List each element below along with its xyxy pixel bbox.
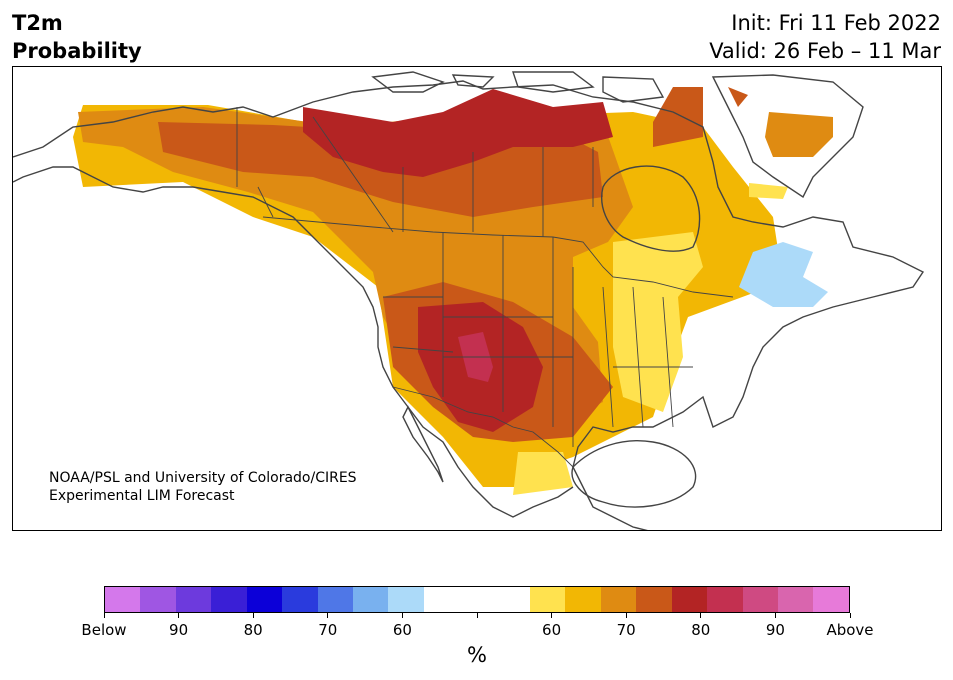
us-states xyxy=(383,232,693,447)
map-panel xyxy=(12,66,942,531)
colorbar-swatch xyxy=(352,587,389,612)
colorbar-tick-label: Below xyxy=(81,621,127,639)
colorbar-unit-label: % xyxy=(467,643,487,667)
colorbar-swatch xyxy=(778,587,814,612)
colorbar-tick xyxy=(551,613,553,618)
colorbar-swatch xyxy=(600,587,637,612)
colorbar-tick-label: 60 xyxy=(542,621,562,639)
colorbar-swatch xyxy=(565,587,601,612)
credit-line-1: NOAA/PSL and University of Colorado/CIRE… xyxy=(49,470,357,486)
colorbar-swatch xyxy=(282,587,318,612)
credit-line-2: Experimental LIM Forecast xyxy=(49,488,235,504)
prob-greenland-65 xyxy=(765,112,833,157)
colorbar-tick xyxy=(476,613,478,618)
colorbar-tick xyxy=(401,613,403,618)
prob-cool-55-region xyxy=(739,242,828,307)
prob-55-labrador xyxy=(749,183,788,199)
credit-text: NOAA/PSL and University of Colorado/CIRE… xyxy=(49,469,357,505)
forecast-dates: Init: Fri 11 Feb 2022 Valid: 26 Feb – 11… xyxy=(709,9,941,65)
us-mexico-border xyxy=(392,386,574,468)
coastline-baja xyxy=(402,405,444,483)
colorbar-swatch xyxy=(636,587,672,612)
colorbar-swatch xyxy=(530,587,566,612)
colorbar-swatch xyxy=(459,587,495,612)
valid-range: Valid: 26 Feb – 11 Mar xyxy=(709,39,941,63)
colorbar-tick xyxy=(849,613,851,618)
colorbar-swatch xyxy=(175,587,212,612)
borders xyxy=(236,107,734,468)
colorbar-swatch xyxy=(423,587,460,612)
colorbar-swatch xyxy=(105,587,141,612)
colorbar-tick xyxy=(252,613,254,618)
colorbar-tick-label: 80 xyxy=(691,621,711,639)
colorbar-swatch xyxy=(671,587,708,612)
prob-80-canada xyxy=(303,89,613,177)
colorbar-swatch xyxy=(494,587,531,612)
prob-greenland-70 xyxy=(653,87,703,147)
colorbar-swatch xyxy=(211,587,247,612)
colorbar-tick-label: 70 xyxy=(616,621,636,639)
colorbar xyxy=(104,586,850,613)
us-canada-border xyxy=(262,216,734,298)
colorbar-tick xyxy=(103,613,105,618)
colorbar-swatch xyxy=(742,587,779,612)
colorbar-tick xyxy=(178,613,180,618)
coastline-gulf-of-mexico xyxy=(571,440,697,508)
colorbar-swatch xyxy=(140,587,176,612)
anomaly-shading xyxy=(73,87,833,495)
title-probability: Probability xyxy=(12,39,142,63)
coastline-north-america xyxy=(13,80,925,530)
coastline-arctic-islands xyxy=(371,71,665,103)
init-date: Init: Fri 11 Feb 2022 xyxy=(731,11,941,35)
colorbar-tick xyxy=(327,613,329,618)
map-title: T2m Probability xyxy=(12,9,142,65)
title-variable: T2m xyxy=(12,11,63,35)
map-canvas xyxy=(13,71,925,530)
coastlines xyxy=(13,71,925,530)
colorbar-tick xyxy=(625,613,627,618)
coastline-greenland xyxy=(711,74,864,199)
coastline-hudson-bay xyxy=(601,165,701,252)
prob-55-mexico xyxy=(513,452,573,495)
prob-55-east xyxy=(613,232,703,412)
colorbar-swatch xyxy=(317,587,353,612)
canada-provinces xyxy=(236,107,594,237)
colorbar-tick xyxy=(774,613,776,618)
colorbar-tick-label: 90 xyxy=(169,621,189,639)
colorbar-tick-label: 60 xyxy=(392,621,412,639)
colorbar-tick-label: Above xyxy=(826,621,874,639)
colorbar-tick-label: 80 xyxy=(243,621,263,639)
colorbar-tick-label: 70 xyxy=(318,621,338,639)
prob-greenland-70b xyxy=(728,87,748,107)
colorbar-tick-label: 90 xyxy=(765,621,785,639)
colorbar-swatch xyxy=(813,587,849,612)
colorbar-swatch xyxy=(388,587,424,612)
colorbar-tick xyxy=(700,613,702,618)
colorbar-swatch xyxy=(707,587,743,612)
colorbar-swatch xyxy=(246,587,283,612)
